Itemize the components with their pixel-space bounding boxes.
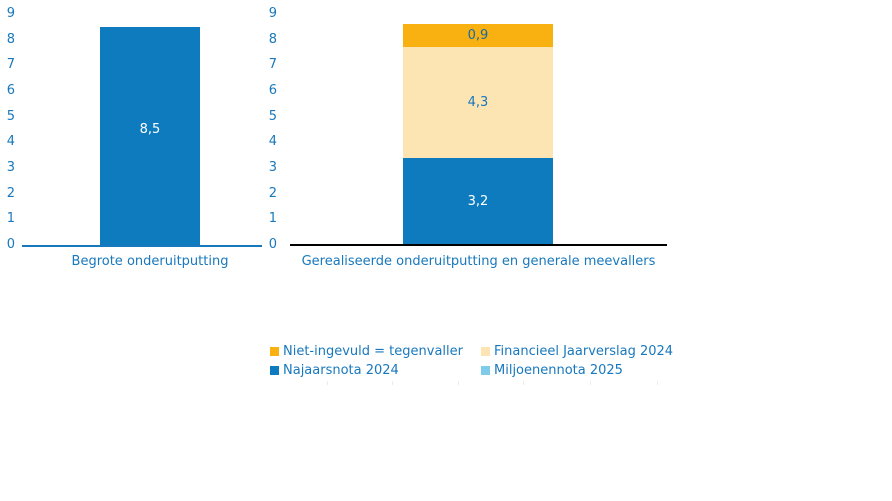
y-tick-label: 2 [6, 185, 15, 201]
segment-najaarsnota-2024: 3,2 [403, 158, 553, 245]
y-tick-label: 1 [268, 211, 277, 227]
segment-niet-ingevuld: 0,9 [403, 24, 553, 47]
stacked-bar-gerealiseerde-onderuitputting: 0,9 4,3 3,2 [403, 24, 553, 245]
legend-swatch-lightblue [481, 366, 490, 375]
faint-tick [458, 381, 459, 385]
y-tick-label: 2 [268, 185, 277, 201]
y-tick-label: 7 [6, 57, 15, 73]
left-chart-baseline [22, 245, 262, 247]
legend-item-miljoenennota: Miljoenennota 2025 [481, 363, 623, 378]
legend-swatch-orange [270, 347, 279, 356]
faint-tick [523, 381, 524, 385]
y-tick-label: 0 [268, 236, 277, 252]
y-tick-label: 9 [6, 6, 15, 21]
segment-financieel-jaarverslag-2024: 4,3 [403, 47, 553, 158]
y-tick-label: 8 [6, 31, 15, 47]
faint-tick [590, 381, 591, 385]
y-tick-label: 7 [268, 57, 277, 73]
y-tick-label: 0 [6, 236, 15, 252]
bar-value-label: 8,5 [139, 122, 161, 137]
y-tick-label: 4 [268, 134, 277, 150]
faint-tick [657, 381, 658, 385]
y-tick-label: 1 [6, 211, 15, 227]
right-chart-x-axis-label: Gerealiseerde onderuitputting en general… [301, 254, 656, 269]
y-tick-label: 4 [6, 134, 15, 150]
right-chart-y-axis: 9 8 7 6 5 4 3 2 1 0 [263, 7, 277, 252]
faint-tick [327, 381, 328, 385]
legend-label: Financieel Jaarverslag 2024 [494, 344, 674, 359]
legend-label: Najaarsnota 2024 [283, 363, 399, 378]
y-tick-label: 6 [6, 82, 15, 98]
y-tick-label: 5 [268, 108, 277, 124]
legend-label: Niet-ingevuld = tegenvaller [283, 344, 463, 359]
legend-item-najaarsnota: Najaarsnota 2024 [270, 363, 399, 378]
left-chart-x-axis-label: Begrote onderuitputting [71, 254, 229, 269]
bar-begrote-onderuitputting: 8,5 [100, 27, 200, 245]
faint-tick [392, 381, 393, 385]
legend-item-niet-ingevuld: Niet-ingevuld = tegenvaller [270, 344, 463, 359]
segment-value-label: 3,2 [467, 194, 489, 209]
y-tick-label: 5 [6, 108, 15, 124]
legend-swatch-cream [481, 347, 490, 356]
segment-value-label: 0,9 [467, 28, 489, 43]
segment-value-label: 4,3 [467, 95, 489, 110]
y-tick-label: 6 [268, 82, 277, 98]
left-chart-y-axis: 9 8 7 6 5 4 3 2 1 0 [1, 7, 15, 252]
y-tick-label: 3 [268, 159, 277, 175]
legend-label: Miljoenennota 2025 [494, 363, 623, 378]
y-tick-label: 8 [268, 31, 277, 47]
legend-item-financieel-jaarverslag: Financieel Jaarverslag 2024 [481, 344, 674, 359]
legend-swatch-blue [270, 366, 279, 375]
y-tick-label: 9 [268, 6, 277, 21]
y-tick-label: 3 [6, 159, 15, 175]
right-chart-baseline [290, 244, 667, 246]
